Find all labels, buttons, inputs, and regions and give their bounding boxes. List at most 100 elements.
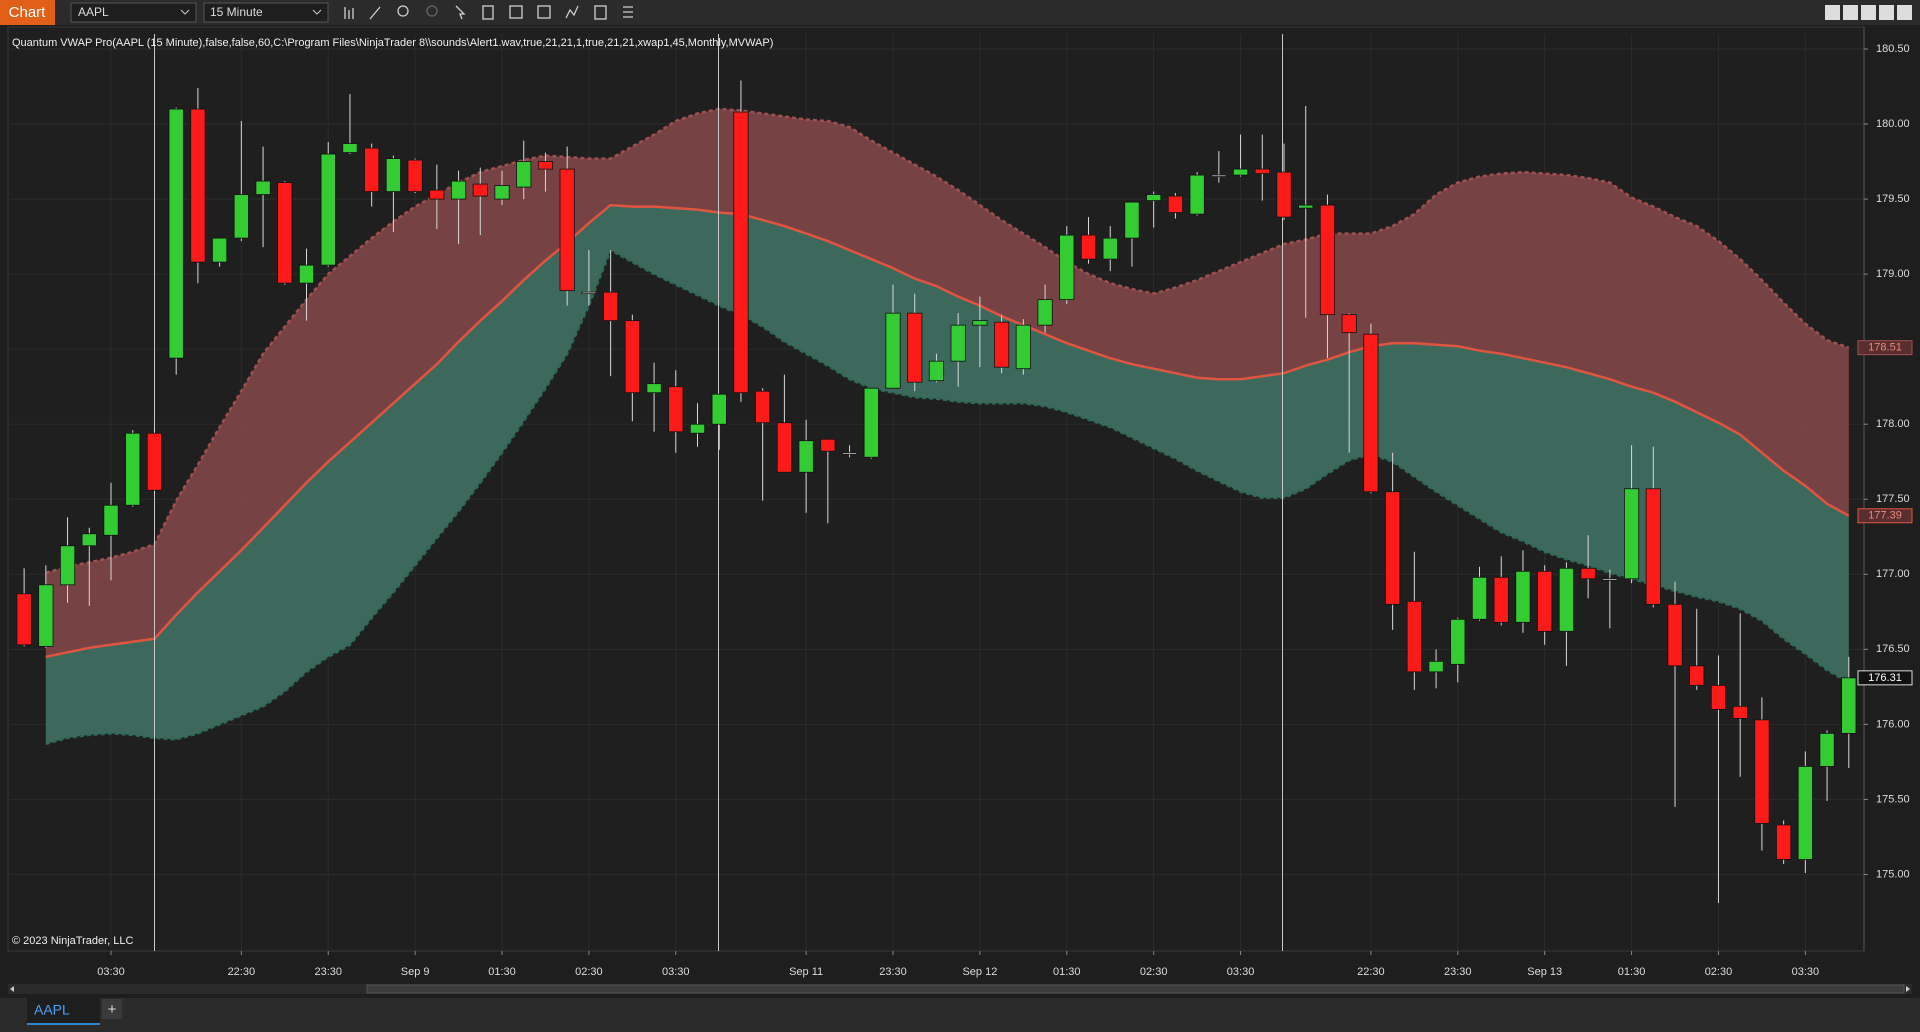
- candle-body: [1797, 765, 1813, 860]
- x-tick-label: 02:30: [575, 966, 603, 978]
- candle-body: [255, 180, 271, 195]
- candle-body: [972, 320, 988, 326]
- x-tick-label: Sep 9: [401, 966, 430, 978]
- candle-body: [1146, 194, 1162, 201]
- x-tick-label: 01:30: [1618, 966, 1646, 978]
- x-tick-label: 23:30: [314, 966, 342, 978]
- price-marker: [1857, 340, 1913, 356]
- candle-body: [711, 393, 727, 425]
- draw-icon[interactable]: [369, 6, 381, 20]
- zoom-in-icon[interactable]: [397, 5, 409, 17]
- candle-body: [798, 440, 814, 473]
- interval-select[interactable]: [203, 2, 329, 23]
- candle-body: [1450, 618, 1466, 665]
- y-tick-label: 180.50: [1876, 43, 1910, 55]
- candle-body: [885, 312, 901, 389]
- window-button[interactable]: [1843, 5, 1858, 20]
- candle-body: [320, 153, 336, 266]
- y-tick-label: 176.00: [1876, 718, 1910, 730]
- instrument-select[interactable]: [70, 2, 197, 23]
- price-marker-label: 177.39: [1868, 510, 1902, 522]
- restore-button[interactable]: [1879, 5, 1894, 20]
- close-button[interactable]: [1897, 5, 1912, 20]
- x-tick-label: 23:30: [879, 966, 907, 978]
- candle-body: [190, 108, 206, 263]
- dropdown-arrow: [180, 9, 190, 15]
- x-tick-label: 03:30: [97, 966, 125, 978]
- add-tab-button[interactable]: [102, 999, 122, 1019]
- x-tick-label: 01:30: [1053, 966, 1081, 978]
- y-tick-label: 179.50: [1876, 193, 1910, 205]
- price-marker-label: 176.31: [1868, 672, 1902, 684]
- candle-body: [559, 168, 575, 292]
- candle-body: [1776, 824, 1792, 860]
- candle-body: [646, 383, 662, 394]
- data-box-icon[interactable]: [482, 5, 494, 20]
- interval: 15 Minute: [210, 5, 263, 19]
- candle-body: [1841, 677, 1857, 734]
- candle-body: [168, 108, 184, 359]
- strategies-icon[interactable]: [537, 5, 551, 19]
- candle-body: [429, 189, 445, 200]
- candle-body: [689, 423, 706, 434]
- y-tick-label: 177.50: [1876, 493, 1910, 505]
- candle-body: [1059, 234, 1075, 301]
- candle-body: [1537, 570, 1553, 632]
- candle-body: [212, 237, 228, 263]
- candle-body: [1602, 578, 1618, 581]
- x-tick-label: 02:30: [1705, 966, 1733, 978]
- y-tick-label: 176.50: [1876, 643, 1910, 655]
- menu-icon[interactable]: [623, 6, 633, 18]
- candle-body: [494, 185, 510, 200]
- band-line: [45, 107, 1850, 575]
- tab-bar-bg: [0, 998, 1920, 1032]
- x-tick-label: 22:30: [1357, 966, 1385, 978]
- candle-body: [537, 161, 554, 170]
- candle-body: [298, 264, 315, 284]
- candle-body: [16, 593, 32, 646]
- scroll-right[interactable]: [1906, 986, 1910, 992]
- price-marker: [1857, 508, 1913, 524]
- candle-body: [1124, 201, 1140, 239]
- candles: [16, 80, 1857, 903]
- axes: 175.00 175.50 176.00 176.50 177.00 177.50 178.…: [97, 27, 1913, 978]
- pointer-icon[interactable]: [455, 5, 466, 20]
- properties-icon[interactable]: [594, 5, 607, 20]
- price-marker-label: 178.51: [1868, 342, 1902, 354]
- candle-body: [776, 422, 792, 473]
- scroll-thumb[interactable]: [366, 984, 1905, 994]
- templates-icon[interactable]: [509, 5, 523, 19]
- candle-body: [733, 111, 749, 394]
- bars-icon[interactable]: [344, 7, 354, 19]
- x-tick-label: 03:30: [662, 966, 690, 978]
- candle-body: [994, 321, 1010, 368]
- candle-body: [624, 320, 640, 394]
- candle-body: [450, 180, 467, 200]
- candle-body: [385, 158, 401, 192]
- tool-icons: [344, 5, 633, 20]
- instrument: AAPL: [78, 5, 109, 19]
- app-label: Chart: [9, 4, 47, 21]
- candle-body: [581, 291, 597, 295]
- zoom-out-icon[interactable]: [426, 5, 438, 17]
- candle-body: [1254, 168, 1270, 174]
- candle-body: [1754, 719, 1770, 824]
- minimize-button[interactable]: [1861, 5, 1876, 20]
- window-button[interactable]: [1825, 5, 1840, 20]
- tab[interactable]: [27, 998, 100, 1024]
- candle-body: [603, 291, 619, 322]
- candle-body: [1341, 314, 1357, 334]
- candle-body: [1558, 567, 1574, 632]
- candle-body: [755, 390, 771, 424]
- y-tick-label: 178.00: [1876, 418, 1910, 430]
- scroll-left[interactable]: [10, 986, 14, 992]
- candle-body: [1515, 570, 1531, 623]
- app-tab[interactable]: [0, 0, 55, 25]
- candle-body: [1319, 204, 1336, 316]
- band-fill: [45, 205, 1849, 744]
- candle-body: [1189, 174, 1205, 215]
- x-tick-label: 02:30: [1140, 966, 1168, 978]
- indicators-icon[interactable]: [565, 5, 579, 19]
